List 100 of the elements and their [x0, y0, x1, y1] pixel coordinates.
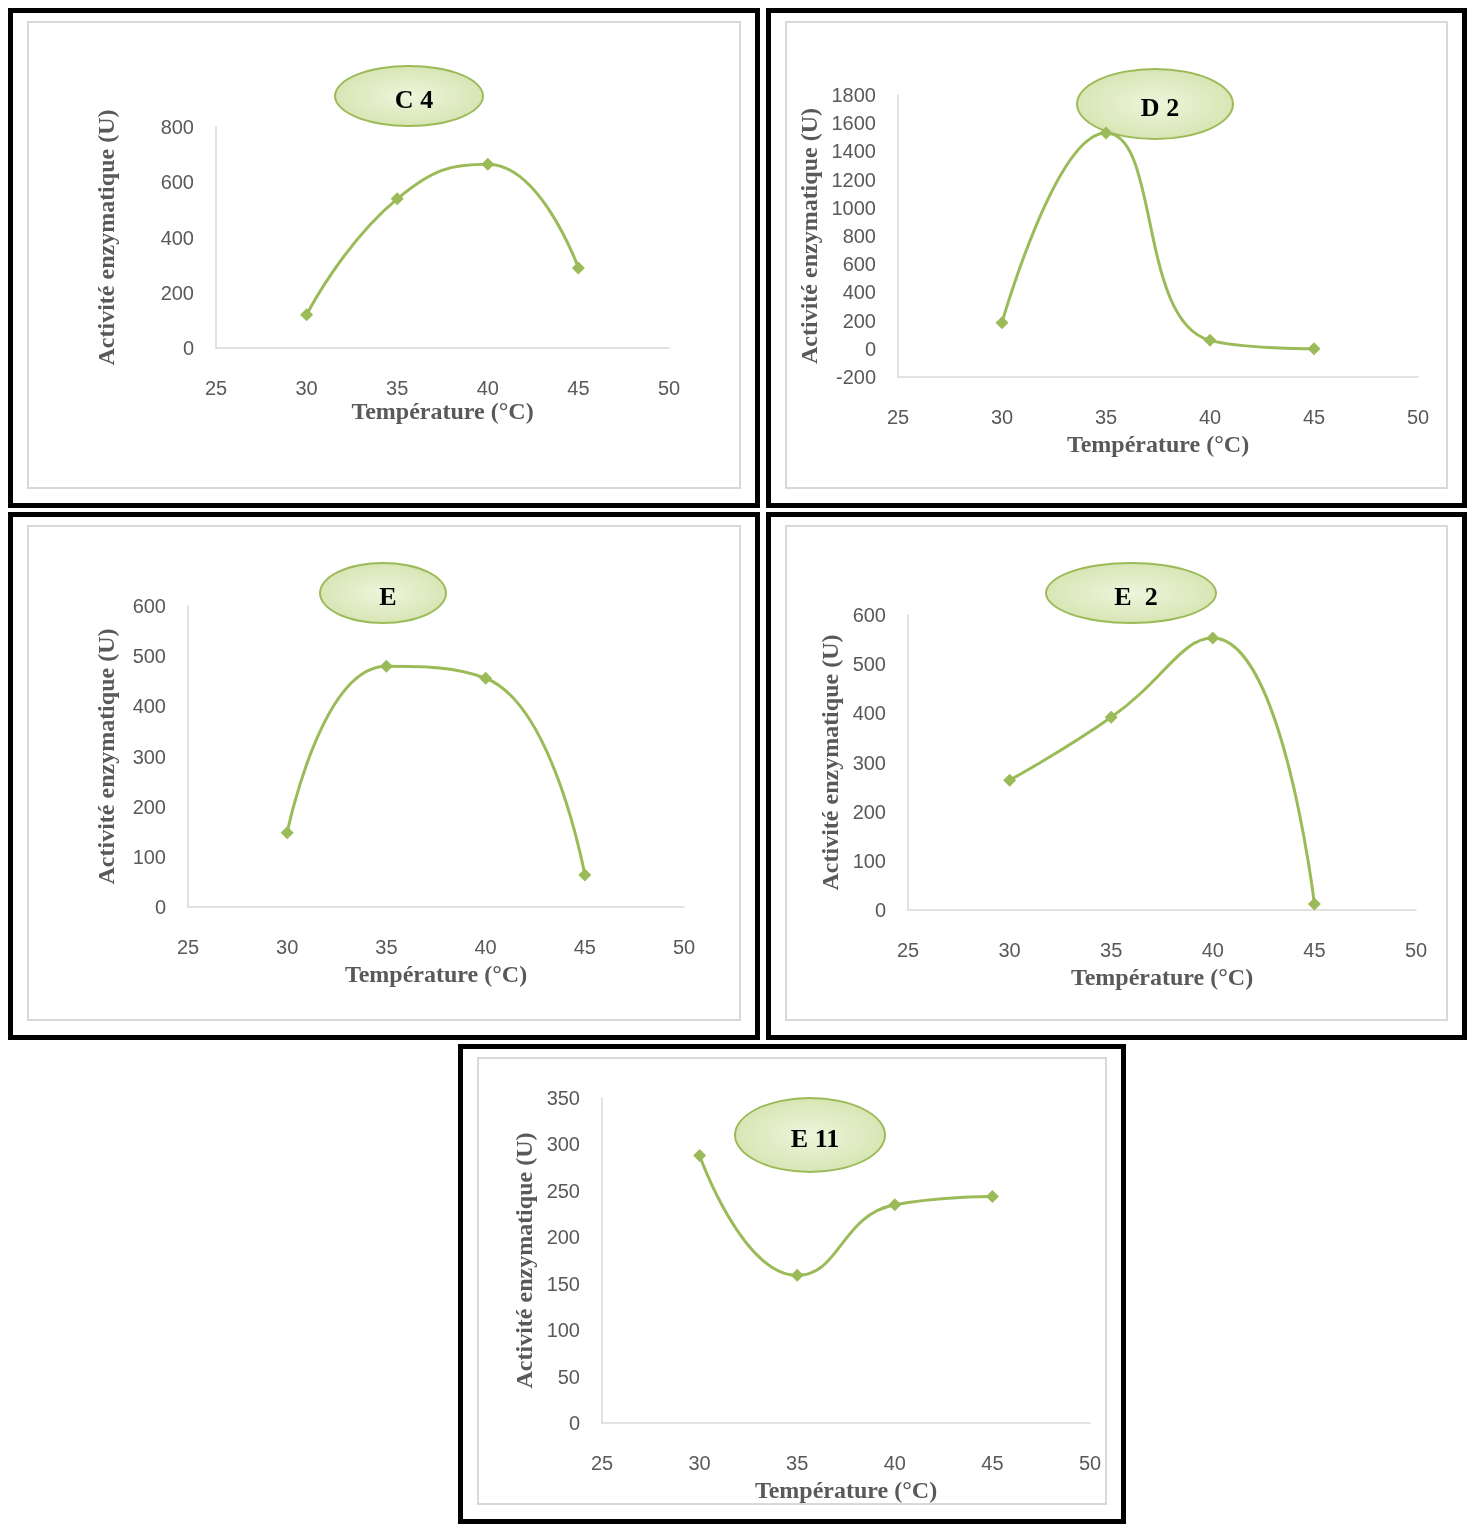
y-tick-label: 1000: [831, 196, 876, 219]
y-tick-label: 300: [852, 751, 886, 774]
x-tick-label: 50: [657, 377, 681, 399]
y-axis-title: Activité enzymatique (U): [816, 634, 843, 891]
point: [379, 659, 393, 673]
point: [1307, 342, 1321, 356]
y-tick-label: 200: [842, 309, 876, 332]
point: [479, 671, 493, 685]
x-tick-label: 25: [896, 939, 920, 961]
y-tick-label: 600: [160, 171, 194, 194]
y-axis-title: Activité enzymatique (U): [795, 108, 822, 364]
x-tick-label: 45: [1302, 406, 1326, 428]
y-tick-label: 0: [864, 337, 876, 360]
x-tick-label: 45: [567, 377, 590, 399]
x-tick-label: 35: [375, 936, 398, 958]
x-tick-label: 30: [990, 406, 1014, 428]
x-tick-label: 40: [474, 936, 497, 958]
x-tick-label: 35: [786, 1452, 809, 1474]
y-tick-label: 0: [568, 1412, 580, 1434]
y-tick-label: 50: [557, 1365, 580, 1388]
x-axis-title: Température (°C): [1066, 430, 1250, 457]
x-tick-label: 35: [1094, 406, 1118, 428]
y-tick-label: 100: [132, 845, 166, 868]
x-tick-label: 45: [981, 1452, 1004, 1474]
y-tick-label: 800: [842, 225, 876, 247]
point: [985, 1189, 999, 1203]
x-tick-label: 50: [1406, 406, 1430, 428]
x-tick-label: 30: [688, 1452, 711, 1474]
x-tick-label: 40: [883, 1452, 906, 1474]
y-tick-label: 0: [182, 337, 194, 359]
point: [571, 261, 585, 275]
x-tick-label: 30: [998, 939, 1021, 961]
x-tick-label: 50: [672, 936, 696, 958]
x-tick-label: 25: [176, 936, 200, 958]
y-tick-label: 400: [132, 695, 166, 718]
y-tick-label: 100: [852, 849, 886, 872]
y-tick-label: 600: [842, 253, 876, 276]
point: [1307, 897, 1321, 911]
y-tick-label: 800: [160, 116, 194, 138]
point: [578, 868, 592, 882]
x-tick-label: 50: [1404, 939, 1428, 961]
y-axis-title: Activité enzymatique (U): [93, 109, 119, 366]
chart-title: C 4: [394, 84, 434, 114]
y-tick-label: 1400: [831, 140, 876, 163]
point: [1003, 773, 1017, 787]
x-tick-label: 50: [1078, 1452, 1102, 1474]
y-tick-label: 500: [852, 653, 886, 676]
x-tick-label: 45: [573, 936, 596, 958]
point: [390, 192, 404, 206]
y-tick-label: 300: [546, 1133, 580, 1156]
y-tick-label: 0: [154, 896, 166, 918]
y-tick-label: 200: [852, 800, 886, 823]
y-tick-label: 300: [132, 745, 166, 768]
y-tick-label: 400: [842, 281, 876, 304]
point: [693, 1149, 707, 1163]
x-tick-label: 30: [276, 936, 299, 958]
point: [280, 826, 294, 840]
y-tick-label: -200: [835, 366, 876, 388]
y-tick-label: 1600: [831, 112, 876, 135]
point: [888, 1198, 902, 1212]
y-tick-label: 400: [852, 702, 886, 725]
chart-title: E 2: [1114, 581, 1158, 611]
y-axis-title: Activité enzymatique (U): [510, 1132, 537, 1389]
point: [1206, 631, 1220, 645]
x-tick-label: 35: [1100, 939, 1123, 961]
point: [1099, 126, 1113, 140]
point: [995, 316, 1009, 330]
chart-title: E: [379, 581, 397, 611]
y-tick-label: 200: [546, 1226, 580, 1249]
x-tick-label: 25: [204, 377, 228, 399]
point: [1104, 710, 1118, 724]
y-tick-label: 150: [546, 1272, 580, 1295]
x-tick-label: 30: [295, 377, 318, 399]
y-axis-title: Activité enzymatique (U): [93, 628, 119, 885]
y-tick-label: 200: [132, 795, 166, 818]
y-tick-label: 250: [546, 1179, 580, 1202]
x-axis-title: Température (°C): [351, 397, 534, 424]
chart-title: D 2: [1140, 92, 1180, 122]
y-tick-label: 100: [546, 1319, 580, 1342]
x-tick-label: 40: [1201, 939, 1224, 961]
y-tick-label: 0: [874, 899, 886, 921]
x-tick-label: 40: [1198, 406, 1222, 428]
x-tick-label: 45: [1303, 939, 1326, 961]
x-tick-label: 40: [476, 377, 499, 399]
x-axis-title: Température (°C): [1070, 963, 1254, 990]
y-tick-label: 600: [852, 604, 886, 626]
x-tick-label: 25: [590, 1452, 614, 1474]
x-tick-label: 25: [886, 406, 910, 428]
y-tick-label: 1800: [831, 84, 876, 106]
point: [481, 157, 495, 171]
point: [790, 1268, 804, 1282]
y-tick-label: 600: [132, 595, 166, 617]
y-tick-label: 500: [132, 645, 166, 668]
y-tick-label: 1200: [831, 168, 876, 191]
point: [300, 308, 314, 322]
x-axis-title: Température (°C): [754, 1476, 938, 1503]
point: [1203, 333, 1217, 347]
y-tick-label: 200: [160, 281, 194, 304]
y-tick-label: 350: [546, 1087, 580, 1109]
y-tick-label: 400: [160, 226, 194, 249]
